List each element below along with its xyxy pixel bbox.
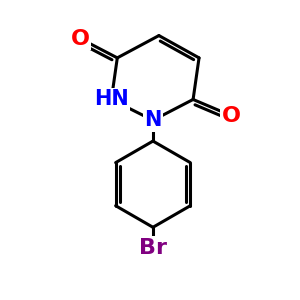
Text: O: O [222, 106, 241, 126]
Text: Br: Br [139, 238, 167, 258]
Text: O: O [71, 28, 90, 49]
Text: N: N [144, 110, 162, 130]
Text: HN: HN [94, 89, 129, 110]
